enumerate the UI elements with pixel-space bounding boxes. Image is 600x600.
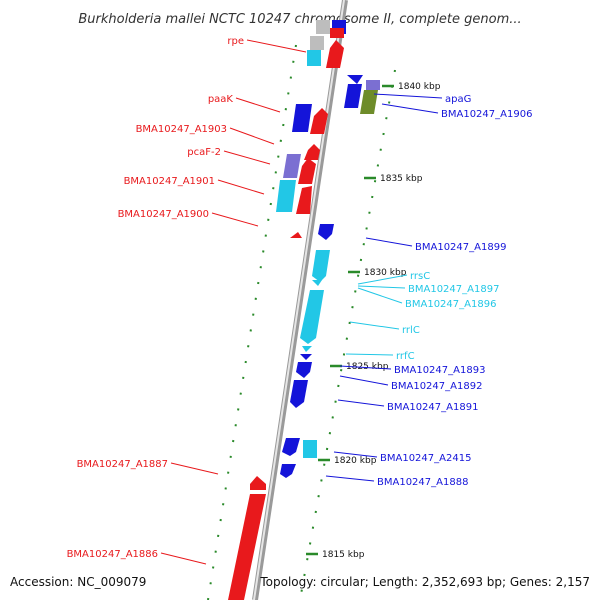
label-leader-line [333,451,378,458]
gene-label: rpe [227,36,244,47]
scale-ticks: 1840 kbp 1835 kbp 1830 kbp 1825 kbp 1820 kbp… [306,82,441,560]
label-leader-line [217,179,265,195]
gene-arrow-A1897 [312,280,322,286]
tick-label: 1830 kbp [364,268,407,278]
gene-label: rrsC [410,271,430,282]
gene-arrow-small-blue [347,75,363,84]
gene-label: BMA10247_A1893 [394,365,485,376]
tick-dotted-guides [207,44,396,600]
accession-text: Accession: NC_009079 [10,575,146,589]
gene-arrow-rrfC [302,346,312,352]
tick-label: 1820 kbp [334,456,377,466]
label-leader-line [373,93,443,99]
gene-label: BMA10247_A1891 [387,402,478,413]
gene-label: apaG [445,94,471,105]
gene-arrow-A2415-blue [282,438,300,456]
label-leader-line [365,237,413,247]
gene-label: BMA10247_A1900 [118,209,209,220]
gene-arrow-A1892 [296,362,312,378]
gene-label: pcaF-2 [187,147,221,158]
label-leader-line [345,353,394,356]
gene-label: paaK [208,94,234,105]
gene-arrow-rrlC [300,290,324,344]
label-leader-line [211,212,259,227]
label-leader-line [381,103,439,114]
label-leader-line [357,287,403,304]
label-leader-line [160,552,207,565]
label-leader-line [357,285,406,289]
gene-arrow-A1901-red [298,158,316,184]
gene-label: BMA10247_A1892 [391,381,482,392]
gene-arrow-rpe [326,40,344,68]
left-gene-labels: rpe paaK BMA10247_A1903 pcaF-2 BMA10247_A190… [67,36,307,565]
right-gene-labels: apaG BMA10247_A1906 BMA10247_A1899 rrsC BMA1… [325,93,532,488]
gene-arrow-A1893 [300,354,312,360]
label-leader-line [339,375,389,386]
gene-label: BMA10247_A1899 [415,242,506,253]
gene-label: BMA10247_A1901 [124,176,215,187]
gene-label: BMA10247_A1896 [405,299,496,310]
gene-arrow-tiny-red [290,232,302,238]
gene-arrow-A1899 [318,224,334,240]
gene-arrow-pcaF-2 [304,144,320,160]
label-leader-line [337,399,385,407]
gene-arrow-A1903 [310,108,328,134]
label-leader-line [229,127,275,145]
label-leader-line [246,39,307,53]
chromosome-backbone [252,0,348,600]
gene-block-pcaF-2 [283,154,301,178]
gene-label: rrfC [396,351,415,362]
map-title: Burkholderia mallei NCTC 10247 chromosom… [78,12,521,27]
gene-block-lavender [366,80,380,90]
gene-arrow-A1888 [280,464,296,478]
gene-block-grey [310,36,324,50]
topology-text: Topology: circular; Length: 2,352,693 bp… [259,575,590,589]
gene-block-A1901 [276,180,296,212]
gene-label: BMA10247_A1888 [377,477,468,488]
tick-label: 1815 kbp [322,550,365,560]
label-leader-line [325,475,375,482]
gene-block-cyan [307,50,321,66]
label-leader-line [223,150,271,165]
label-leader-line [235,97,281,113]
gene-label: BMA10247_A1906 [441,109,532,120]
gene-block-A1906 [360,90,378,114]
label-leader-line [339,365,392,370]
label-leader-line [349,321,400,330]
gene-arrow-rrsC [312,250,330,282]
label-leader-line [170,462,219,475]
gene-block-A1900 [296,186,312,214]
gene-features [228,20,380,600]
gene-label: BMA10247_A1903 [136,124,227,135]
gene-block-A1887 [228,494,266,600]
gene-label: BMA10247_A1887 [77,459,168,470]
backbone-highlight [253,0,345,600]
tick-label: 1825 kbp [346,362,389,372]
gene-label: BMA10247_A1886 [67,549,158,560]
outer-dotted-guide [299,69,396,600]
tick-label: 1835 kbp [380,174,423,184]
gene-block-grey [316,20,330,34]
gene-arrow-apaG [344,84,362,108]
gene-block-red [330,28,344,38]
tick-label: 1840 kbp [398,82,441,92]
gene-block-paaK-blue [292,104,312,132]
gene-label: BMA10247_A1897 [408,284,499,295]
gene-block-A2415-cyan [303,440,317,458]
gene-label: rrlC [402,325,420,336]
gene-arrow-A1887-head [250,476,266,490]
gene-arrow-A1891 [290,380,308,408]
label-leader-line [357,274,408,285]
gene-label: BMA10247_A2415 [380,453,471,464]
